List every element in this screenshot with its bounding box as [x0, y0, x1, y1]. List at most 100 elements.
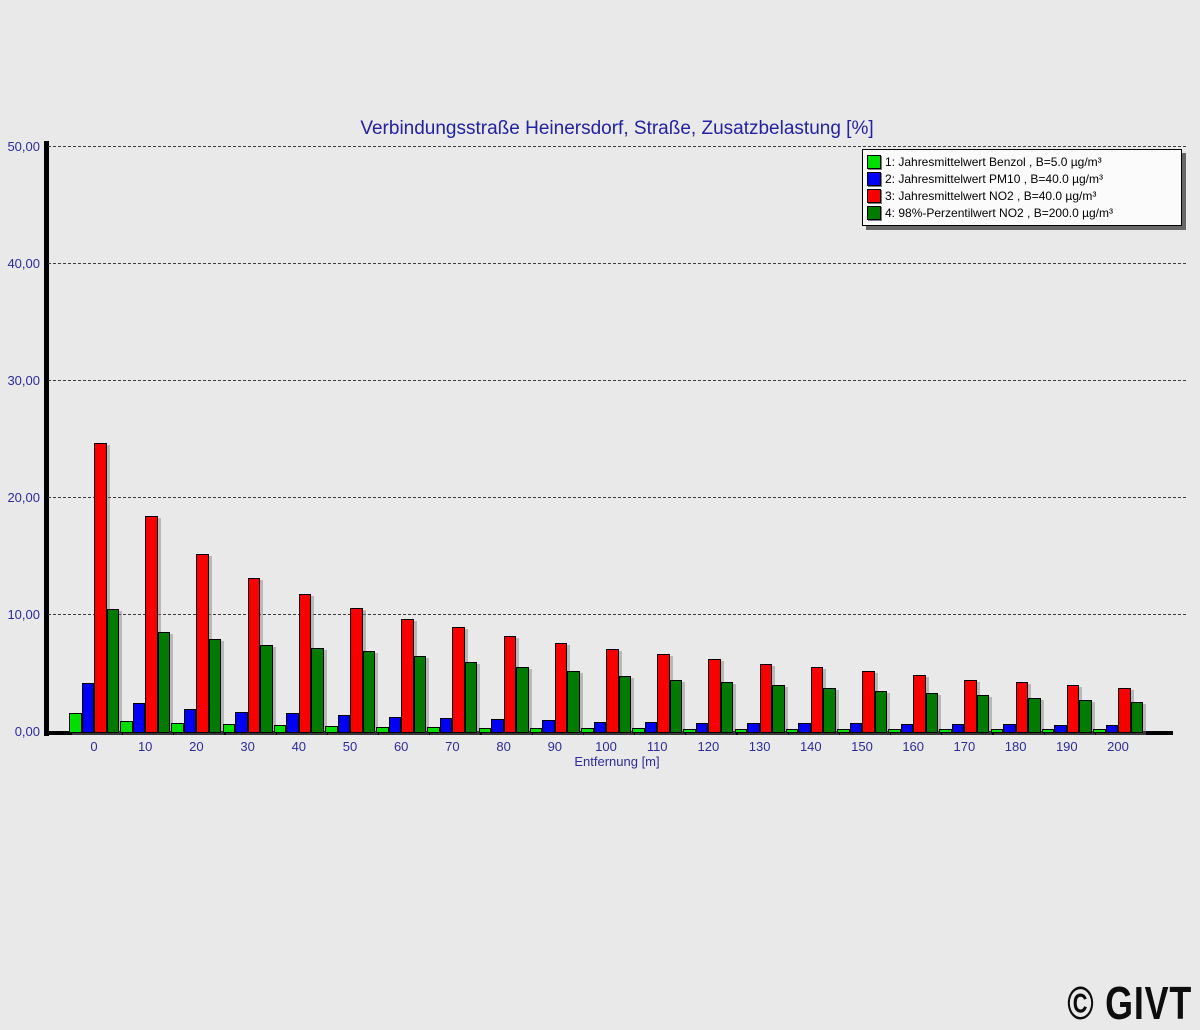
bar-series4-x120 — [720, 682, 734, 733]
x-tick-label-190: 190 — [1055, 739, 1078, 754]
legend-box: 1: Jahresmittelwert Benzol , B=5.0 µg/m³… — [862, 149, 1182, 226]
bar-series4-x90 — [567, 671, 580, 733]
x-tick-label-10: 10 — [137, 739, 153, 754]
bar-series1-x0 — [69, 713, 82, 733]
bar-series1-x30 — [222, 724, 236, 733]
bar-series4-x100 — [618, 676, 631, 733]
x-tick-label-120: 120 — [697, 739, 720, 754]
bar-series1-x120 — [683, 729, 696, 733]
legend-item-label: 1: Jahresmittelwert Benzol , B=5.0 µg/m³ — [885, 154, 1102, 169]
bar-series2-x20 — [183, 709, 197, 733]
gridline-50 — [48, 146, 1186, 147]
bar-series1-x180 — [990, 729, 1004, 733]
x-tick-label-0: 0 — [90, 739, 98, 754]
bar-series2-x180 — [1003, 724, 1016, 733]
bar-series2-x120 — [695, 723, 709, 733]
bar-series1-x80 — [478, 728, 492, 733]
bar-series2-x0 — [81, 683, 94, 733]
bar-series1-x110 — [632, 728, 645, 733]
bar-series3-x180 — [1015, 682, 1029, 733]
bar-series4-x60 — [413, 656, 427, 733]
bar-series3-x10 — [145, 516, 158, 733]
x-tick-label-40: 40 — [291, 739, 307, 754]
x-tick-label-90: 90 — [547, 739, 563, 754]
bar-series3-x140 — [810, 667, 824, 733]
bar-series1-x20 — [171, 723, 184, 733]
x-tick-label-30: 30 — [240, 739, 255, 754]
x-tick-label-150: 150 — [851, 739, 873, 754]
y-tick-label: 10,00 — [7, 607, 40, 622]
y-axis-line — [44, 141, 49, 736]
bar-series3-x70 — [452, 627, 465, 733]
chart-title: Verbindungsstraße Heinersdorf, Straße, Z… — [360, 118, 874, 139]
bar-series4-x170 — [976, 695, 990, 733]
bar-series3-x110 — [657, 654, 670, 733]
legend-item-no2-perzentil: 4: 98%-Perzentilwert NO2 , B=200.0 µg/m³ — [867, 204, 1175, 221]
bar-series1-x140 — [785, 729, 799, 733]
bar-series2-x80 — [491, 719, 504, 733]
bar-series3-x100 — [606, 649, 619, 733]
bar-series2-x40 — [286, 713, 299, 733]
bar-series4-x10 — [157, 632, 171, 733]
bar-series2-x60 — [388, 717, 402, 733]
bar-series3-x20 — [196, 554, 209, 733]
pm10-swatch-icon — [867, 171, 881, 186]
legend-item-pm10: 2: Jahresmittelwert PM10 , B=40.0 µg/m³ — [867, 170, 1175, 187]
bar-series2-x130 — [747, 723, 760, 733]
gridline-40 — [48, 263, 1186, 264]
x-tick-label-170: 170 — [953, 739, 976, 754]
legend-item-label: 2: Jahresmittelwert PM10 , B=40.0 µg/m³ — [885, 171, 1103, 186]
y-tick-label: 50,00 — [7, 139, 40, 154]
bar-series2-x190 — [1054, 725, 1067, 733]
bar-series4-x20 — [208, 639, 222, 733]
bar-series1-x50 — [325, 726, 338, 733]
bar-series1-x100 — [581, 728, 594, 733]
bar-series2-x10 — [132, 703, 146, 733]
y-tick-label: 20,00 — [7, 490, 40, 505]
bar-series2-x90 — [542, 720, 555, 733]
benzol-swatch-icon — [867, 154, 881, 169]
bar-series3-x90 — [554, 643, 568, 733]
x-tick-label-140: 140 — [799, 739, 822, 754]
x-tick-label-60: 60 — [393, 739, 409, 754]
bar-series3-x170 — [964, 680, 977, 733]
bar-series3-x160 — [913, 675, 926, 733]
bar-series2-x30 — [235, 712, 248, 733]
bar-series2-x70 — [439, 718, 453, 733]
bar-series3-x200 — [1118, 688, 1131, 733]
x-tick-label-130: 130 — [748, 739, 771, 754]
bar-series4-x190 — [1079, 700, 1092, 733]
legend-item-label: 3: Jahresmittelwert NO2 , B=40.0 µg/m³ — [885, 188, 1097, 203]
bar-series3-x30 — [247, 578, 261, 733]
bar-series4-x110 — [669, 680, 683, 733]
bar-series2-x160 — [900, 724, 914, 733]
bar-series4-x160 — [925, 693, 939, 733]
bar-series1-x60 — [376, 727, 389, 733]
bar-series1-x130 — [734, 729, 748, 733]
bar-series3-x0 — [94, 443, 107, 733]
x-tick-label-20: 20 — [189, 739, 204, 754]
bar-series4-x200 — [1130, 702, 1143, 733]
x-axis-line — [44, 731, 1173, 735]
y-tick-label: 40,00 — [7, 256, 40, 271]
bar-series2-x110 — [644, 722, 658, 733]
bar-series3-x50 — [350, 608, 363, 733]
x-axis-title: Entfernung [m] — [574, 754, 660, 769]
y-tick-label: 30,00 — [7, 373, 40, 388]
x-tick-label-50: 50 — [342, 739, 358, 754]
y-tick-label: 0,00 — [14, 724, 40, 739]
bar-series4-x50 — [362, 651, 375, 733]
bar-series2-x50 — [337, 715, 350, 733]
givt-logo: © GIVT — [1067, 977, 1192, 1029]
x-tick-label-70: 70 — [445, 739, 460, 754]
bar-series1-x10 — [120, 721, 133, 733]
bar-series1-x160 — [888, 729, 901, 733]
x-tick-label-160: 160 — [902, 739, 925, 754]
gridline-30 — [48, 380, 1186, 381]
bar-series4-x140 — [823, 688, 836, 733]
bar-series4-x30 — [260, 645, 273, 733]
bar-series2-x100 — [593, 722, 606, 733]
bar-series1-x170 — [939, 729, 952, 733]
bar-series1-x200 — [1093, 729, 1106, 733]
